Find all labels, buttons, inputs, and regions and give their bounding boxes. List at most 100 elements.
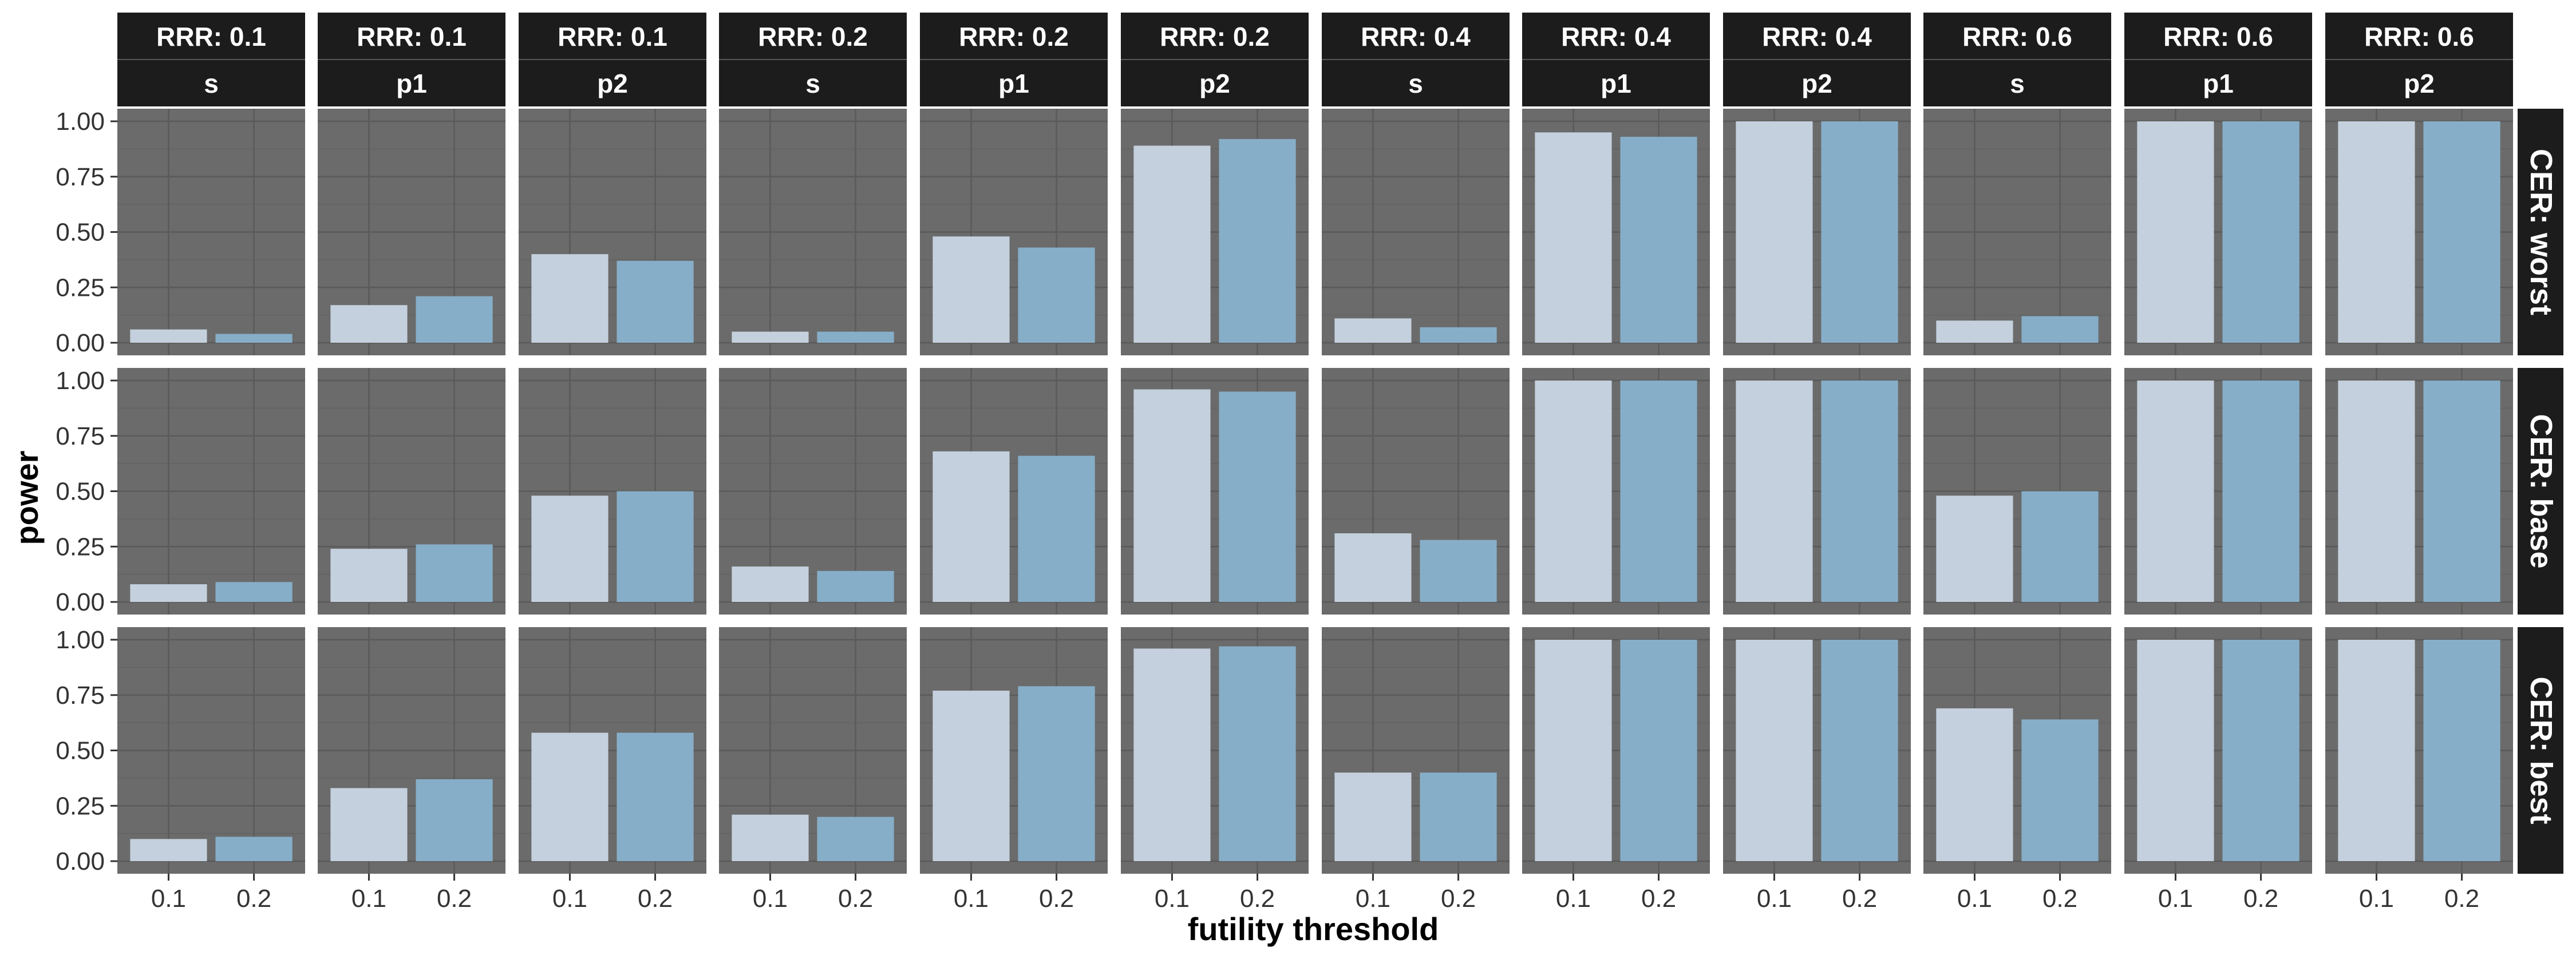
bar: [416, 296, 493, 343]
bar: [2338, 640, 2415, 861]
column-strip-outcome-label: s: [1408, 69, 1423, 98]
bar: [1018, 455, 1095, 602]
bar: [933, 691, 1010, 861]
facet-panel: [1522, 368, 1710, 615]
x-tick-label: 0.1: [1356, 885, 1390, 913]
bar: [1133, 648, 1211, 861]
x-axis-title: futility threshold: [1188, 911, 1439, 947]
facet-panel: [1121, 627, 1309, 874]
column-strip-rrr-label: RRR: 0.2: [758, 22, 868, 51]
x-tick-label: 0.2: [1441, 885, 1476, 913]
y-tick-label: 0.00: [56, 588, 105, 616]
facet-panel: [1923, 627, 2111, 874]
column-strip-rrr-label: RRR: 0.2: [959, 22, 1069, 51]
bar: [2423, 640, 2500, 861]
bar: [1736, 381, 1813, 602]
bar: [1620, 381, 1697, 602]
bar: [732, 566, 809, 602]
facet-panel: [2325, 109, 2513, 355]
bar: [130, 329, 207, 343]
facet-panel: [519, 109, 706, 355]
bar: [1936, 320, 2013, 343]
facet-panel: [920, 368, 1108, 615]
column-strip-outcome-label: p1: [396, 69, 427, 98]
bar: [531, 732, 609, 861]
y-tick-label: 0.00: [56, 847, 105, 875]
y-tick-label: 1.00: [56, 367, 105, 395]
x-tick-label: 0.1: [2158, 885, 2193, 913]
bar: [817, 570, 894, 602]
bar: [1018, 686, 1095, 861]
facet-panel: [318, 627, 505, 874]
bar: [732, 331, 809, 343]
facet-panel: [719, 627, 907, 874]
bar: [215, 334, 293, 343]
bar: [1334, 318, 1412, 343]
x-tick-label: 0.1: [552, 885, 587, 913]
bar: [1334, 772, 1412, 861]
x-tick-label: 0.2: [1842, 885, 1877, 913]
bar: [1736, 121, 1813, 343]
facet-panel: [1322, 627, 1510, 874]
facet-panel: [1723, 368, 1911, 615]
y-tick-label: 1.00: [56, 108, 105, 136]
column-strip-outcome-label: s: [805, 69, 820, 98]
y-tick-label: 0.50: [56, 219, 105, 247]
bar: [1821, 381, 1898, 602]
facet-panel: [920, 109, 1108, 355]
panels-layer: RRR: 0.1 s RRR: 0.1 p1 RRR: 0.1 p2 RRR: 0.2 s RR…: [56, 13, 2563, 913]
y-tick-label: 0.75: [56, 422, 105, 450]
y-tick-label: 1.00: [56, 626, 105, 654]
facet-panel: [2124, 368, 2312, 615]
x-tick-label: 0.2: [638, 885, 673, 913]
facet-panel: [1723, 627, 1911, 874]
bar: [215, 837, 293, 861]
facet-panel: [117, 627, 305, 874]
column-strip-outcome-label: s: [2010, 69, 2025, 98]
facet-panel: [519, 627, 706, 874]
bar: [416, 779, 493, 861]
bar: [2338, 121, 2415, 343]
column-strip-outcome-label: p1: [1601, 69, 1631, 98]
bar: [1219, 646, 1296, 861]
facet-panel: [719, 109, 907, 355]
bar: [617, 491, 694, 602]
x-tick-label: 0.2: [437, 885, 472, 913]
facet-panel: [1121, 368, 1309, 615]
bar: [2137, 640, 2214, 861]
bar: [330, 549, 408, 602]
bar: [933, 236, 1010, 343]
bar: [130, 584, 207, 602]
x-tick-label: 0.1: [151, 885, 186, 913]
x-tick-label: 0.2: [2042, 885, 2077, 913]
column-strip-rrr-label: RRR: 0.2: [1160, 22, 1270, 51]
column-strip-outcome-label: s: [204, 69, 219, 98]
bar: [1535, 381, 1612, 602]
bar: [1936, 708, 2013, 861]
bar: [531, 496, 609, 602]
bar: [1535, 132, 1612, 343]
column-strip-outcome-label: p1: [998, 69, 1029, 98]
bar: [2222, 121, 2300, 343]
y-tick-label: 0.75: [56, 163, 105, 191]
facet-panel: [1322, 109, 1510, 355]
bar: [1334, 533, 1412, 602]
bar: [2423, 381, 2500, 602]
facet-panel: [117, 109, 305, 355]
bar: [2222, 640, 2300, 861]
bar: [1133, 145, 1211, 343]
column-strip-rrr-label: RRR: 0.1: [357, 22, 467, 51]
x-tick-label: 0.1: [1757, 885, 1792, 913]
facet-panel: [1923, 368, 2111, 615]
x-tick-label: 0.2: [1641, 885, 1676, 913]
facet-panel: [519, 368, 706, 615]
column-strip-rrr-label: RRR: 0.1: [558, 22, 667, 51]
x-tick-label: 0.2: [236, 885, 271, 913]
facet-panel: [1723, 109, 1911, 355]
bar: [617, 260, 694, 343]
bar: [1133, 389, 1211, 602]
bar: [330, 788, 408, 861]
facet-panel: [1522, 109, 1710, 355]
x-tick-label: 0.1: [1556, 885, 1591, 913]
bar: [817, 817, 894, 861]
